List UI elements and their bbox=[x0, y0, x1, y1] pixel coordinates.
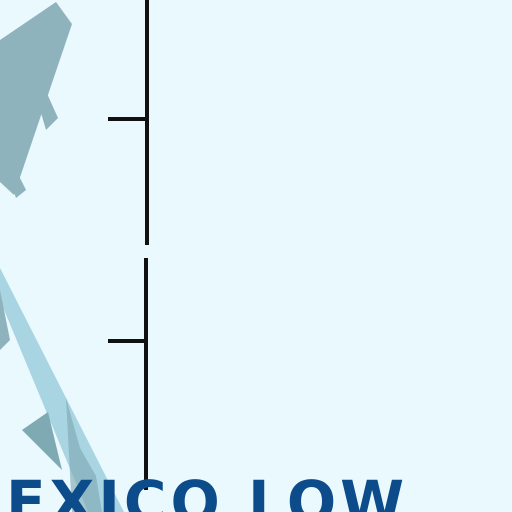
vertical-axis bbox=[108, 0, 149, 490]
lower-arrow-notch bbox=[0, 290, 10, 350]
lower-arrow-shaft bbox=[0, 268, 124, 512]
map-caption-label: EXICO LOW bbox=[6, 470, 409, 512]
upper-arrow-fin-bottom bbox=[6, 166, 26, 198]
upper-arrow-fin-top bbox=[32, 78, 58, 130]
lower-arrow-head-right bbox=[66, 398, 102, 512]
upper-flow-arrow-icon bbox=[0, 2, 72, 198]
upper-arrow-shaft bbox=[0, 2, 72, 195]
lower-flow-arrow-icon bbox=[0, 268, 124, 512]
lower-arrow-head-left bbox=[22, 412, 62, 470]
